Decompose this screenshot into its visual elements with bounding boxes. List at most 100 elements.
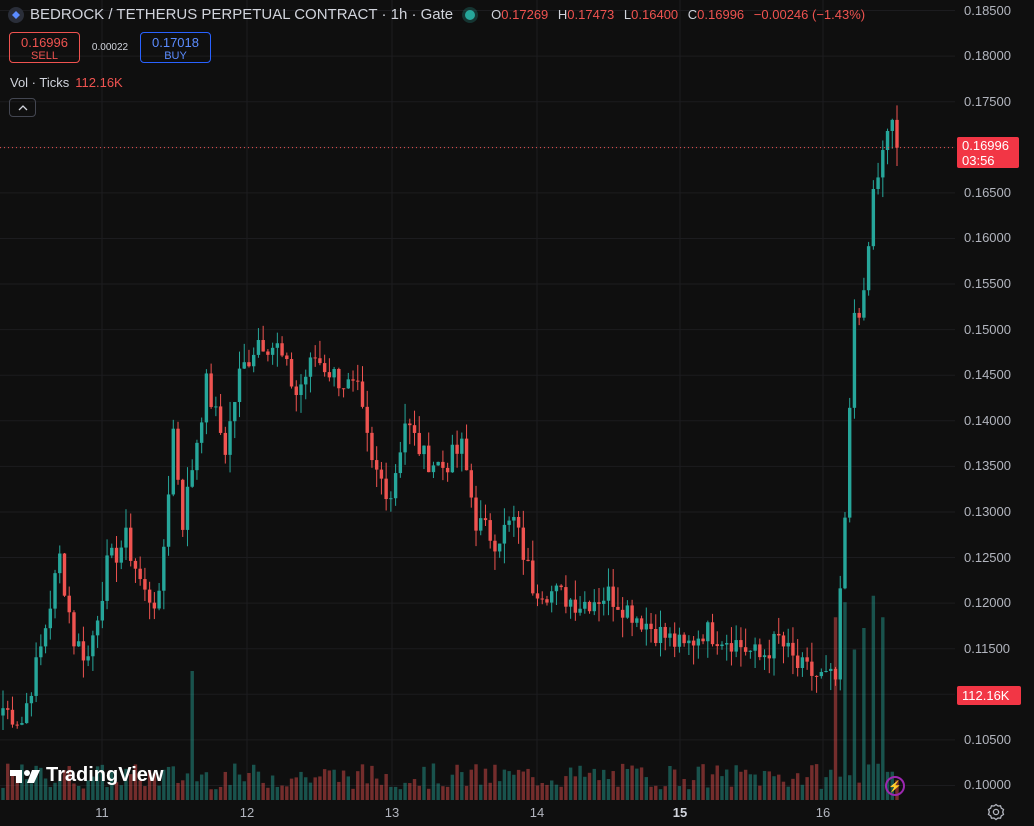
- candle-body: [360, 381, 365, 407]
- candle-body: [729, 643, 734, 652]
- candle-body: [218, 406, 223, 433]
- candle-body: [819, 672, 824, 677]
- volume-bar: [639, 767, 644, 800]
- buy-button[interactable]: 0.17018 BUY: [140, 32, 211, 63]
- lightning-icon[interactable]: ⚡: [885, 776, 905, 796]
- volume-bar: [847, 775, 852, 800]
- volume-bar: [635, 768, 639, 800]
- candle-body: [67, 595, 71, 613]
- gear-icon[interactable]: [987, 803, 1005, 821]
- volume-bar: [233, 763, 237, 800]
- price-axis-label: 0.10500: [964, 731, 1011, 747]
- candle-body: [24, 703, 29, 724]
- volume-bar: [237, 774, 242, 800]
- high-value: 0.17473: [567, 7, 615, 22]
- volume-bar: [654, 785, 658, 800]
- candle-body: [725, 643, 729, 645]
- volume-bar: [39, 767, 43, 800]
- low-value: 0.16400: [631, 7, 679, 22]
- volume-bar: [602, 769, 606, 800]
- volume-bar: [162, 769, 166, 800]
- volume-bar: [76, 785, 81, 800]
- candle-body: [852, 312, 857, 408]
- volume-bar: [857, 782, 861, 800]
- candle-body: [299, 384, 303, 396]
- candle-body: [810, 661, 814, 676]
- candle-body: [157, 590, 161, 609]
- candle-body: [668, 633, 672, 638]
- candle-body: [129, 527, 133, 561]
- candle-body: [772, 633, 776, 659]
- volume-bar: [67, 766, 71, 800]
- volume-bar: [795, 773, 800, 800]
- open-label: O: [491, 7, 502, 22]
- volume-bar: [814, 764, 819, 800]
- candle-body: [606, 586, 611, 601]
- volume-bar: [833, 617, 838, 800]
- market-open-dot-icon: [465, 9, 476, 20]
- candle-body: [474, 497, 478, 531]
- volume-bar: [346, 776, 351, 800]
- candle-body: [464, 438, 469, 471]
- volume-bar: [758, 785, 762, 800]
- candle-body: [502, 524, 507, 544]
- candle-body: [592, 602, 596, 612]
- volume-bar: [696, 766, 701, 800]
- candle-body: [233, 402, 237, 422]
- volume-legend[interactable]: Vol · Ticks 112.16K: [10, 75, 123, 90]
- volume-bar: [786, 786, 790, 800]
- close-value: 0.16996: [697, 7, 745, 22]
- candle-body: [578, 608, 582, 613]
- candle-body: [549, 591, 554, 603]
- volume-bar: [412, 779, 417, 800]
- candle-body: [91, 635, 95, 657]
- candle-body: [743, 647, 748, 652]
- volume-bar: [129, 774, 133, 800]
- volume-bar: [573, 776, 578, 800]
- volume-bar: [365, 783, 369, 800]
- volume-bar: [422, 766, 426, 800]
- price-axis-label: 0.15500: [964, 276, 1011, 292]
- collapse-legend-button[interactable]: [9, 98, 36, 117]
- volume-bar: [606, 779, 611, 800]
- buy-label: BUY: [164, 50, 187, 62]
- price-axis-label: 0.10000: [964, 777, 1011, 793]
- candle-body: [696, 638, 701, 646]
- volume-bar: [242, 781, 246, 800]
- candle-body: [857, 312, 861, 318]
- volume-bar: [72, 783, 76, 800]
- sell-button[interactable]: 0.16996 SELL: [9, 32, 80, 63]
- candle-body: [687, 640, 691, 644]
- volume-bar: [100, 764, 105, 800]
- volume-bar: [829, 769, 833, 800]
- candle-body: [133, 560, 138, 569]
- volume-bar: [871, 595, 876, 800]
- candle-body: [100, 600, 105, 621]
- ohlc-values: O0.17269 H0.17473 L0.16400 C0.16996 −0.0…: [485, 7, 865, 22]
- candle-body: [365, 406, 369, 433]
- volume-bar: [549, 780, 554, 800]
- volume-bar: [502, 769, 507, 800]
- time-axis-label: 11: [95, 805, 109, 820]
- candle-body: [58, 553, 62, 574]
- volume-bar: [748, 774, 753, 800]
- volume-bar: [62, 770, 67, 800]
- volume-bar: [384, 774, 388, 800]
- candle-body: [1, 708, 5, 716]
- volume-bar: [337, 781, 341, 800]
- volume-bar: [474, 764, 478, 800]
- volume-bar: [739, 771, 743, 800]
- volume-bar: [781, 781, 786, 800]
- candle-body: [138, 568, 142, 580]
- volume-bar: [389, 786, 393, 800]
- price-axis-label: 0.13000: [964, 503, 1011, 519]
- symbol-title[interactable]: BEDROCK / TETHERUS PERPETUAL CONTRACT · …: [30, 6, 454, 23]
- candle-body: [332, 369, 336, 378]
- volume-bar: [223, 771, 228, 800]
- volume-bar: [488, 782, 492, 800]
- candle-body: [540, 598, 544, 600]
- candle-body: [110, 547, 114, 556]
- volume-bar: [105, 787, 109, 800]
- candle-body: [564, 587, 568, 607]
